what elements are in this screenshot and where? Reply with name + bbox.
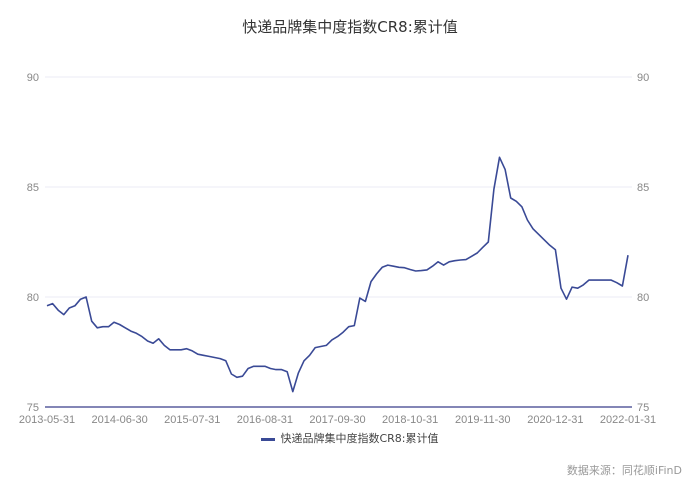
- y-tick-label-left: 75: [27, 402, 39, 414]
- x-tick-label: 2019-11-30: [455, 414, 510, 426]
- legend-swatch: [261, 437, 276, 441]
- y-tick-label-right: 75: [637, 402, 649, 414]
- legend-label: 快递品牌集中度指数CR8:累计值: [280, 432, 439, 445]
- x-tick-label: 2014-06-30: [91, 414, 147, 426]
- x-tick-label: 2013-05-31: [19, 414, 75, 426]
- x-tick-label: 2017-09-30: [309, 414, 365, 426]
- x-tick-label: 2015-07-31: [164, 414, 220, 426]
- y-tick-label-right: 85: [637, 182, 649, 194]
- legend[interactable]: 快递品牌集中度指数CR8:累计值: [0, 430, 700, 446]
- y-tick-label-right: 80: [637, 292, 649, 304]
- y-tick-label-left: 90: [27, 72, 39, 84]
- y-tick-label-left: 80: [27, 292, 39, 304]
- x-tick-label: 2016-08-31: [237, 414, 293, 426]
- chart-title: 快递品牌集中度指数CR8:累计值: [242, 18, 458, 36]
- x-tick-label: 2018-10-31: [382, 414, 438, 426]
- x-tick-label: 2020-12-31: [527, 414, 583, 426]
- y-tick-label-right: 90: [637, 72, 649, 84]
- x-tick-label: 2022-01-31: [600, 414, 656, 426]
- series-line: [46, 156, 629, 393]
- y-tick-label-left: 85: [27, 182, 39, 194]
- data-source: 数据来源：同花顺iFinD: [566, 464, 682, 477]
